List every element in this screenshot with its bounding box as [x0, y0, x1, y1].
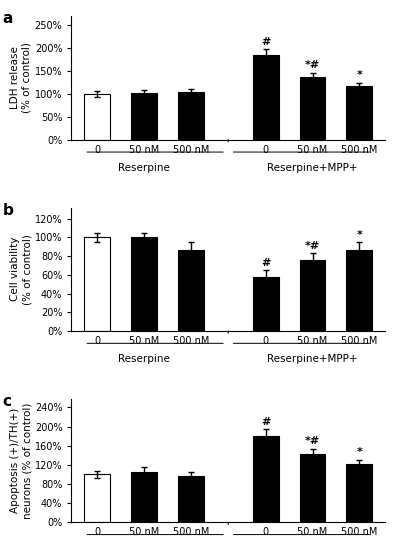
Bar [84, 474, 110, 522]
Bar [300, 260, 326, 331]
Y-axis label: Apoptosis (+)/TH(+)
neurons (% of control): Apoptosis (+)/TH(+) neurons (% of contro… [10, 403, 32, 519]
Bar [84, 94, 110, 140]
Bar [178, 250, 204, 331]
Y-axis label: LDH release
(% of control): LDH release (% of control) [10, 42, 32, 114]
Text: *#: *# [305, 60, 320, 70]
Text: *#: *# [305, 241, 320, 251]
Bar [178, 92, 204, 140]
Text: Reserpine: Reserpine [118, 355, 170, 364]
Bar [300, 77, 326, 140]
Text: c: c [2, 394, 12, 409]
Text: *: * [357, 230, 362, 240]
Bar [131, 92, 157, 140]
Bar [131, 472, 157, 522]
Text: #: # [261, 258, 270, 268]
Text: *: * [357, 70, 362, 81]
Bar [253, 436, 279, 522]
Text: Reserpine: Reserpine [118, 163, 170, 173]
Text: Reserpine+MPP+: Reserpine+MPP+ [267, 355, 358, 364]
Text: Reserpine+MPP+: Reserpine+MPP+ [267, 163, 358, 173]
Y-axis label: Cell viability
(% of control): Cell viability (% of control) [10, 234, 32, 305]
Bar [253, 55, 279, 140]
Bar [300, 454, 326, 522]
Text: b: b [2, 203, 13, 218]
Bar [84, 238, 110, 331]
Bar [178, 477, 204, 522]
Text: #: # [261, 417, 270, 427]
Bar [131, 238, 157, 331]
Text: *: * [357, 447, 362, 458]
Text: *#: *# [305, 436, 320, 447]
Text: a: a [2, 11, 13, 27]
Bar [347, 86, 372, 140]
Bar [347, 250, 372, 331]
Bar [347, 464, 372, 522]
Bar [253, 277, 279, 331]
Text: #: # [261, 36, 270, 47]
